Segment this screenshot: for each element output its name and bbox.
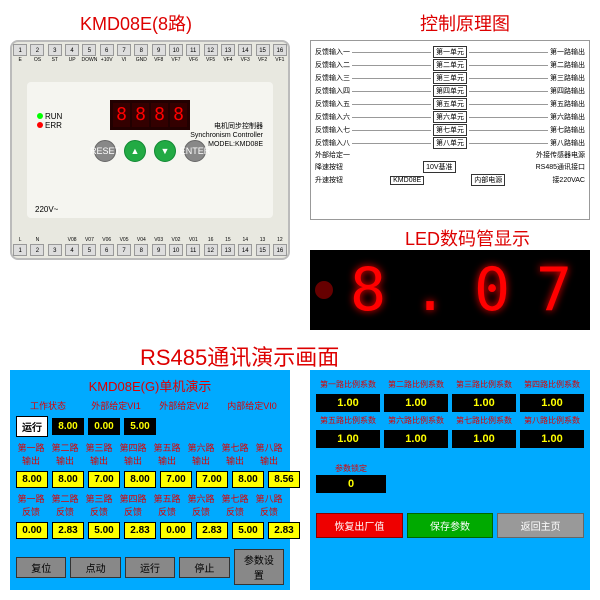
voltage-label: 220V~ xyxy=(35,205,58,214)
status-label: 工作状态 xyxy=(16,399,80,412)
led-title: LED数码管显示 xyxy=(405,225,530,251)
top-labels: EOSSTUPDOWN+10VVIGNDVF8VF7VF6VF5VF4VF3VF… xyxy=(12,57,288,63)
device-led: 8888 xyxy=(110,100,190,130)
diagram-title: 控制原理图 xyxy=(420,10,510,36)
hmi2-btn-1[interactable]: 保存参数 xyxy=(407,513,494,538)
param-lock-value: 0 xyxy=(316,475,386,493)
hmi1-title: KMD08E(G)单机演示 xyxy=(16,376,284,395)
status-value: 运行 xyxy=(16,416,48,437)
led-indicator xyxy=(315,281,333,299)
hmi-screen-1: KMD08E(G)单机演示 工作状态 外部给定VI1 外部给定VI2 内部给定V… xyxy=(10,370,290,590)
hmi2-btn-2[interactable]: 返回主页 xyxy=(497,513,584,538)
device-title: KMD08E(8路) xyxy=(80,10,192,36)
reset-button[interactable]: RESET xyxy=(94,140,116,162)
status-leds: RUN ERR xyxy=(37,112,62,130)
rs485-title: RS485通讯演示画面 xyxy=(140,340,339,372)
device-photo: 12345678910111213141516 EOSSTUPDOWN+10VV… xyxy=(10,40,290,260)
top-terminals: 12345678910111213141516 xyxy=(12,44,288,56)
hmi2-btn-0[interactable]: 恢复出厂值 xyxy=(316,513,403,538)
model-text: 电机同步控制器 Synchronism Controller MODEL:KMD… xyxy=(190,122,263,149)
control-diagram: 反馈输入一第一单元第一路输出反馈输入二第二单元第二路输出反馈输入三第三单元第三路… xyxy=(310,40,590,220)
bottom-terminals: 12345678910111213141516 xyxy=(12,244,288,256)
bottom-labels: LNV08V07V06V05V04V03V02V011615141312 xyxy=(12,237,288,243)
hmi-screen-2: 第一路比例系数第二路比例系数第三路比例系数第四路比例系数 1.001.001.0… xyxy=(310,370,590,590)
device-panel: RUN ERR 电机同步控制器 Synchronism Controller M… xyxy=(27,82,273,218)
led-display: 8.07 xyxy=(310,250,590,330)
up-button[interactable]: ▲ xyxy=(124,140,146,162)
down-button[interactable]: ▼ xyxy=(154,140,176,162)
